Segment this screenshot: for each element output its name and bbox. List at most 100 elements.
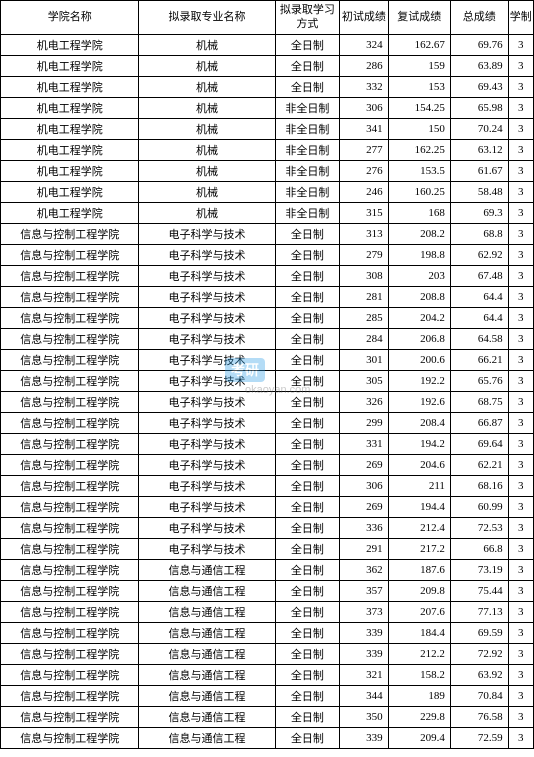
cell-retest: 154.25 (388, 97, 450, 118)
cell-total: 72.53 (450, 517, 508, 538)
cell-total: 63.92 (450, 664, 508, 685)
table-row: 信息与控制工程学院信息与通信工程全日制362187.673.193 (1, 559, 534, 580)
table-header-row: 学院名称 拟录取专业名称 拟录取学习方式 初试成绩 复试成绩 总成绩 学制 (1, 1, 534, 35)
cell-school: 信息与控制工程学院 (1, 244, 139, 265)
cell-retest: 194.4 (388, 496, 450, 517)
cell-dur: 3 (508, 349, 533, 370)
cell-total: 72.59 (450, 727, 508, 748)
cell-school: 信息与控制工程学院 (1, 643, 139, 664)
cell-school: 信息与控制工程学院 (1, 664, 139, 685)
cell-total: 63.12 (450, 139, 508, 160)
cell-total: 70.24 (450, 118, 508, 139)
cell-mode: 全日制 (275, 643, 340, 664)
cell-mode: 全日制 (275, 55, 340, 76)
cell-mode: 全日制 (275, 622, 340, 643)
cell-retest: 160.25 (388, 181, 450, 202)
cell-initial: 286 (340, 55, 388, 76)
table-row: 机电工程学院机械非全日制31516869.33 (1, 202, 534, 223)
table-row: 信息与控制工程学院信息与通信工程全日制350229.876.583 (1, 706, 534, 727)
cell-dur: 3 (508, 538, 533, 559)
cell-mode: 非全日制 (275, 160, 340, 181)
cell-total: 64.58 (450, 328, 508, 349)
cell-initial: 336 (340, 517, 388, 538)
col-header-school: 学院名称 (1, 1, 139, 35)
cell-retest: 212.2 (388, 643, 450, 664)
cell-school: 信息与控制工程学院 (1, 370, 139, 391)
cell-total: 58.48 (450, 181, 508, 202)
cell-total: 69.59 (450, 622, 508, 643)
cell-total: 75.44 (450, 580, 508, 601)
cell-retest: 168 (388, 202, 450, 223)
cell-initial: 306 (340, 97, 388, 118)
table-row: 机电工程学院机械非全日制306154.2565.983 (1, 97, 534, 118)
cell-initial: 339 (340, 643, 388, 664)
cell-retest: 204.2 (388, 307, 450, 328)
cell-school: 信息与控制工程学院 (1, 412, 139, 433)
cell-school: 信息与控制工程学院 (1, 475, 139, 496)
cell-dur: 3 (508, 601, 533, 622)
cell-initial: 301 (340, 349, 388, 370)
cell-total: 64.4 (450, 286, 508, 307)
cell-dur: 3 (508, 97, 533, 118)
table-row: 机电工程学院机械非全日制277162.2563.123 (1, 139, 534, 160)
cell-initial: 291 (340, 538, 388, 559)
col-header-major: 拟录取专业名称 (139, 1, 275, 35)
cell-initial: 284 (340, 328, 388, 349)
cell-total: 64.4 (450, 307, 508, 328)
cell-initial: 246 (340, 181, 388, 202)
table-row: 信息与控制工程学院电子科学与技术全日制326192.668.753 (1, 391, 534, 412)
cell-initial: 269 (340, 496, 388, 517)
cell-mode: 全日制 (275, 706, 340, 727)
cell-retest: 194.2 (388, 433, 450, 454)
cell-retest: 200.6 (388, 349, 450, 370)
cell-school: 信息与控制工程学院 (1, 706, 139, 727)
table-row: 信息与控制工程学院信息与通信工程全日制373207.677.133 (1, 601, 534, 622)
cell-major: 电子科学与技术 (139, 223, 275, 244)
cell-dur: 3 (508, 664, 533, 685)
cell-total: 60.99 (450, 496, 508, 517)
cell-initial: 324 (340, 34, 388, 55)
cell-dur: 3 (508, 55, 533, 76)
cell-mode: 非全日制 (275, 202, 340, 223)
cell-initial: 306 (340, 475, 388, 496)
cell-dur: 3 (508, 181, 533, 202)
cell-major: 信息与通信工程 (139, 727, 275, 748)
table-row: 信息与控制工程学院电子科学与技术全日制299208.466.873 (1, 412, 534, 433)
cell-mode: 全日制 (275, 391, 340, 412)
cell-major: 机械 (139, 34, 275, 55)
cell-major: 电子科学与技术 (139, 307, 275, 328)
cell-major: 信息与通信工程 (139, 622, 275, 643)
cell-mode: 全日制 (275, 412, 340, 433)
table-row: 信息与控制工程学院电子科学与技术全日制331194.269.643 (1, 433, 534, 454)
table-row: 信息与控制工程学院电子科学与技术全日制305192.265.763 (1, 370, 534, 391)
cell-total: 76.58 (450, 706, 508, 727)
cell-dur: 3 (508, 76, 533, 97)
cell-school: 信息与控制工程学院 (1, 223, 139, 244)
cell-school: 信息与控制工程学院 (1, 307, 139, 328)
cell-dur: 3 (508, 223, 533, 244)
cell-total: 77.13 (450, 601, 508, 622)
cell-initial: 305 (340, 370, 388, 391)
cell-mode: 全日制 (275, 517, 340, 538)
cell-school: 机电工程学院 (1, 34, 139, 55)
cell-mode: 全日制 (275, 475, 340, 496)
cell-school: 信息与控制工程学院 (1, 328, 139, 349)
cell-initial: 279 (340, 244, 388, 265)
cell-major: 电子科学与技术 (139, 286, 275, 307)
table-row: 信息与控制工程学院信息与通信工程全日制339184.469.593 (1, 622, 534, 643)
cell-mode: 全日制 (275, 286, 340, 307)
cell-major: 机械 (139, 118, 275, 139)
table-row: 信息与控制工程学院电子科学与技术全日制285204.264.43 (1, 307, 534, 328)
cell-initial: 362 (340, 559, 388, 580)
table-row: 信息与控制工程学院信息与通信工程全日制339209.472.593 (1, 727, 534, 748)
cell-retest: 159 (388, 55, 450, 76)
cell-retest: 217.2 (388, 538, 450, 559)
cell-dur: 3 (508, 643, 533, 664)
table-row: 信息与控制工程学院电子科学与技术全日制269194.460.993 (1, 496, 534, 517)
cell-retest: 204.6 (388, 454, 450, 475)
cell-school: 信息与控制工程学院 (1, 454, 139, 475)
cell-major: 电子科学与技术 (139, 517, 275, 538)
cell-mode: 全日制 (275, 664, 340, 685)
table-row: 信息与控制工程学院电子科学与技术全日制279198.862.923 (1, 244, 534, 265)
cell-school: 机电工程学院 (1, 160, 139, 181)
